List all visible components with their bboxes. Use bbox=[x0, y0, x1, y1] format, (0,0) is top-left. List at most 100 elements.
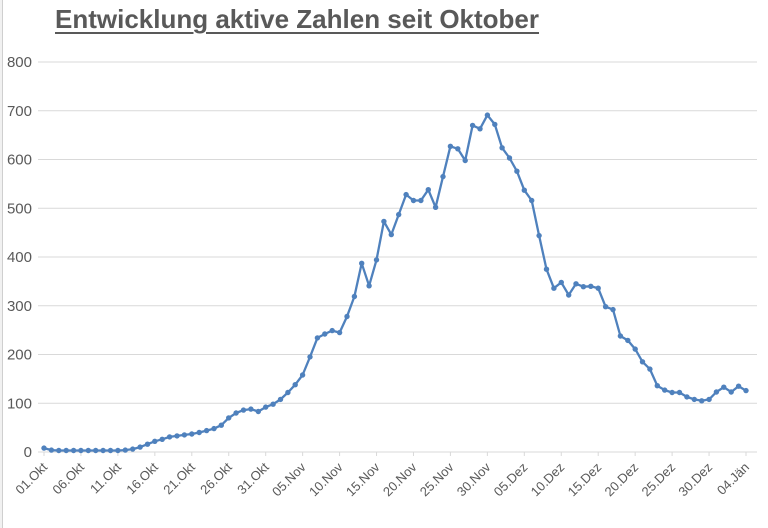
data-point bbox=[255, 408, 261, 415]
data-point bbox=[248, 406, 254, 412]
data-point bbox=[595, 285, 601, 291]
data-point bbox=[181, 432, 188, 438]
data-point bbox=[152, 438, 158, 444]
data-point bbox=[676, 389, 683, 396]
data-point bbox=[713, 389, 720, 395]
data-point bbox=[477, 126, 483, 132]
data-point bbox=[617, 333, 624, 339]
data-point bbox=[602, 304, 609, 310]
data-point bbox=[381, 218, 387, 225]
data-point bbox=[292, 382, 298, 388]
data-point bbox=[529, 197, 535, 204]
data-point bbox=[270, 401, 276, 407]
data-point bbox=[484, 112, 491, 118]
data-point bbox=[499, 145, 505, 151]
chart-title: Entwicklung aktive Zahlen seit Oktober bbox=[55, 4, 540, 34]
data-point bbox=[462, 157, 468, 164]
data-point bbox=[285, 389, 291, 396]
data-point bbox=[196, 429, 202, 436]
data-point bbox=[536, 232, 542, 239]
data-point bbox=[314, 335, 321, 341]
data-point bbox=[403, 191, 409, 198]
data-point bbox=[396, 211, 402, 218]
data-point bbox=[218, 422, 224, 428]
data-point bbox=[203, 427, 210, 434]
data-point bbox=[691, 396, 697, 403]
x-axis-label-10.Dez: 10.Dez bbox=[528, 460, 568, 500]
data-point bbox=[543, 266, 550, 272]
x-axis-label-30.Nov: 30.Nov bbox=[454, 459, 494, 499]
data-point bbox=[70, 447, 77, 454]
data-point bbox=[41, 445, 47, 451]
data-point bbox=[329, 327, 335, 334]
data-point bbox=[115, 447, 121, 454]
x-axis-label-25.Dez: 25.Dez bbox=[638, 460, 678, 500]
x-axis-label-20.Nov: 20.Nov bbox=[380, 459, 420, 499]
x-axis-label-01.Okt: 01.Okt bbox=[12, 459, 50, 497]
data-point bbox=[233, 410, 239, 416]
data-point bbox=[211, 425, 217, 432]
data-point bbox=[566, 292, 572, 298]
data-point bbox=[174, 433, 180, 439]
data-point bbox=[610, 306, 616, 313]
data-point bbox=[388, 231, 394, 238]
data-point bbox=[573, 281, 579, 287]
data-point bbox=[78, 447, 84, 454]
y-axis-label-300: 300 bbox=[7, 298, 32, 315]
data-point bbox=[728, 389, 734, 395]
data-point bbox=[373, 257, 380, 263]
x-axis-label-04.Jän: 04.Jän bbox=[714, 460, 752, 498]
data-point bbox=[455, 146, 461, 152]
page-left-border bbox=[0, 0, 3, 528]
x-axis-label-06.Okt: 06.Okt bbox=[49, 459, 87, 497]
data-point bbox=[506, 155, 513, 161]
data-point bbox=[122, 447, 128, 453]
data-point bbox=[137, 444, 143, 450]
data-point bbox=[647, 366, 653, 372]
data-point bbox=[735, 383, 742, 389]
x-axis-label-05.Dez: 05.Dez bbox=[491, 460, 531, 500]
data-point bbox=[240, 407, 247, 413]
data-line bbox=[42, 113, 748, 452]
y-axis-label-400: 400 bbox=[7, 249, 32, 266]
data-point bbox=[189, 431, 195, 437]
data-point bbox=[48, 447, 55, 453]
x-axis-label-20.Dez: 20.Dez bbox=[602, 460, 642, 500]
data-point bbox=[632, 346, 638, 352]
x-axis-label-25.Nov: 25.Nov bbox=[417, 459, 457, 499]
data-point bbox=[684, 394, 690, 400]
data-point bbox=[85, 447, 92, 454]
data-point bbox=[130, 446, 136, 452]
data-point bbox=[322, 331, 328, 337]
y-axis-label-500: 500 bbox=[7, 200, 32, 217]
y-axis-label-100: 100 bbox=[7, 395, 32, 412]
y-axis-label-600: 600 bbox=[7, 152, 32, 169]
data-point bbox=[639, 359, 646, 365]
data-point bbox=[706, 396, 712, 403]
data-point bbox=[469, 122, 476, 129]
data-point bbox=[344, 313, 350, 320]
data-point bbox=[359, 260, 365, 266]
x-axis-label-15.Dez: 15.Dez bbox=[565, 460, 605, 500]
data-point bbox=[299, 372, 306, 378]
data-point bbox=[93, 447, 99, 454]
data-point bbox=[440, 173, 446, 180]
x-axis-label-11.Okt: 11.Okt bbox=[87, 459, 124, 496]
data-point bbox=[307, 354, 313, 360]
data-point bbox=[558, 279, 564, 286]
data-point bbox=[336, 329, 343, 336]
y-axis-label-700: 700 bbox=[7, 103, 32, 120]
data-point bbox=[56, 447, 62, 454]
data-point bbox=[107, 447, 114, 454]
y-axis-label-0: 0 bbox=[24, 444, 32, 461]
data-point bbox=[263, 404, 269, 410]
data-point bbox=[144, 441, 151, 447]
data-point bbox=[743, 387, 749, 394]
data-point bbox=[166, 434, 173, 440]
x-axis-label-31.Okt: 31.Okt bbox=[234, 459, 272, 497]
data-point bbox=[625, 337, 631, 344]
data-point bbox=[669, 389, 675, 396]
data-point bbox=[432, 204, 439, 210]
data-point bbox=[410, 197, 417, 204]
